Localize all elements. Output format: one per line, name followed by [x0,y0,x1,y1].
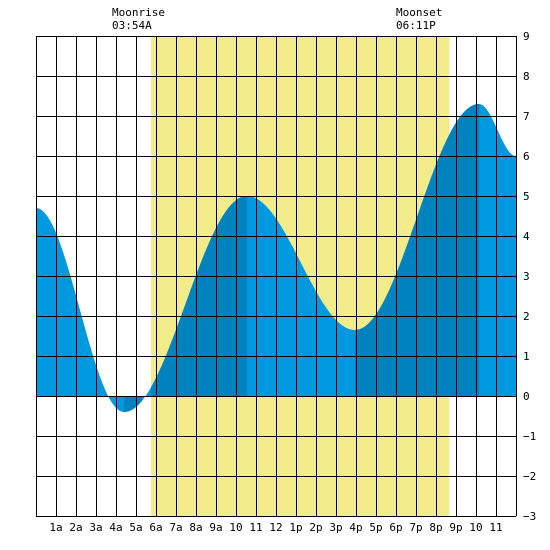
moonset-time: 06:11P [396,19,436,32]
y-tick-label: −2 [523,470,536,483]
x-tick-label: 10 [469,521,482,534]
y-tick-label: 6 [523,150,530,163]
y-tick-label: 7 [523,110,530,123]
y-tick-label: 0 [523,390,530,403]
tide-dark-band-1 [151,196,247,396]
x-tick-label: 8a [189,521,202,534]
y-tick-label: 9 [523,30,530,43]
moonrise-time: 03:54A [112,19,152,32]
x-tick-label: 12 [269,521,282,534]
x-tick-label: 11 [489,521,502,534]
y-tick-label: 8 [523,70,530,83]
moonset-label: Moonset [396,6,442,19]
y-tick-label: 5 [523,190,530,203]
x-tick-label: 9a [209,521,222,534]
x-tick-label: 4a [109,521,122,534]
x-tick-label: 9p [449,521,462,534]
x-tick-label: 6p [389,521,402,534]
x-tick-label: 2a [69,521,82,534]
y-tick-label: 1 [523,350,530,363]
chart-grid [36,36,517,517]
y-tick-label: 3 [523,270,530,283]
y-tick-label: −1 [523,430,536,443]
x-tick-label: 5p [369,521,382,534]
x-tick-label: 5a [129,521,142,534]
x-tick-label: 7p [409,521,422,534]
x-tick-label: 3p [329,521,342,534]
y-tick-label: 2 [523,310,530,323]
x-tick-label: 3a [89,521,102,534]
x-tick-label: 1a [49,521,62,534]
y-tick-label: −3 [523,510,536,523]
x-tick-label: 10 [229,521,242,534]
moonrise-label: Moonrise [112,6,165,19]
x-tick-label: 1p [289,521,302,534]
x-tick-label: 8p [429,521,442,534]
x-axis-ticks: 1a 2a 3a 4a 5a 6a 7a 8a 9a 10 11 12 1p 2p 3p 4p 5p 6p 7p 8p… [49,521,502,534]
x-tick-label: 6a [149,521,162,534]
tide-dark-band-0 [124,396,142,412]
y-tick-label: 4 [523,230,530,243]
x-tick-label: 4p [349,521,362,534]
x-tick-label: 7a [169,521,182,534]
y-axis-ticks: 9 8 7 6 5 4 3 2 1 0 −1 −2 −3 [523,30,536,523]
x-tick-label: 2p [309,521,322,534]
x-tick-label: 11 [249,521,262,534]
